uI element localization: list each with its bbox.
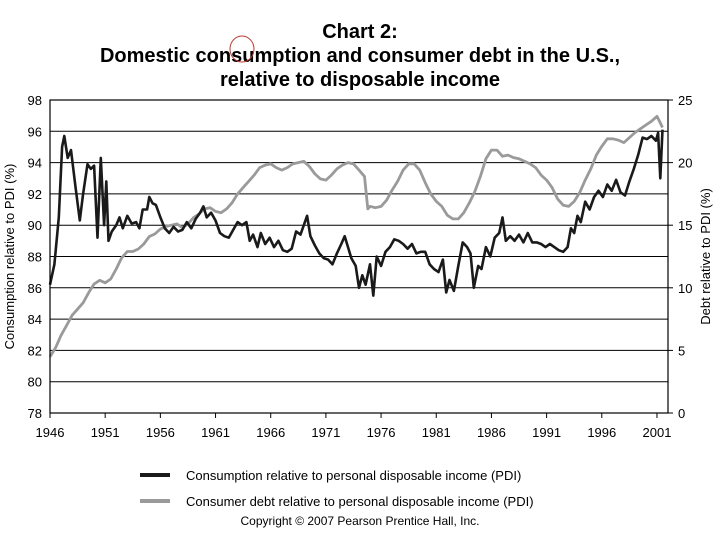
x-tick-label: 1981	[422, 425, 451, 440]
y-tick-label: 78	[28, 406, 42, 421]
y-tick-label: 96	[28, 124, 42, 139]
annotation-circle	[229, 35, 255, 63]
tick-labels: 78 80 82 84 86 88 90 92 94 96 98 0 5 10 15 20 25 1946 1951…	[28, 93, 693, 440]
x-tick-label: 1956	[146, 425, 175, 440]
legend: Consumption relative to personal disposa…	[140, 462, 534, 514]
chart-title: Chart 2:	[322, 21, 398, 43]
y2-tick-label: 5	[678, 343, 685, 358]
y2-tick-label: 25	[678, 93, 692, 108]
legend-label-debt: Consumer debt relative to personal dispo…	[186, 493, 534, 509]
grid-lines	[50, 130, 668, 383]
legend-swatch-debt	[140, 499, 170, 503]
x-tick-label: 1996	[587, 425, 616, 440]
x-tick-label: 1946	[36, 425, 65, 440]
y-tick-label: 98	[28, 93, 42, 108]
y-tick-label: 82	[28, 343, 42, 358]
x-tick-label: 1986	[477, 425, 506, 440]
x-tick-label: 1991	[532, 425, 561, 440]
x-tick-label: 1951	[91, 425, 120, 440]
x-tick-label: 2001	[643, 425, 672, 440]
y2-tick-label: 0	[678, 406, 685, 421]
y-tick-label: 92	[28, 187, 42, 202]
legend-swatch-consumption	[140, 473, 170, 477]
y2-tick-label: 10	[678, 281, 692, 296]
y2-tick-label: 15	[678, 218, 692, 233]
y-tick-label: 90	[28, 218, 42, 233]
plot-frame	[49, 99, 669, 414]
legend-item-consumption: Consumption relative to personal disposa…	[140, 462, 534, 488]
y2-axis-label: Debt relative to PDI (%)	[698, 188, 713, 325]
legend-item-debt: Consumer debt relative to personal dispo…	[140, 488, 534, 514]
series-line-debt	[48, 114, 664, 358]
y-tick-label: 88	[28, 250, 42, 265]
series-lines	[48, 114, 664, 358]
copyright-notice: Copyright © 2007 Pearson Prentice Hall, …	[240, 514, 480, 528]
series-line-consumption	[48, 129, 664, 297]
y2-tick-label: 20	[678, 156, 692, 171]
chart-subtitle-line-2: relative to disposable income	[219, 69, 501, 91]
y-tick-label: 86	[28, 281, 42, 296]
x-tick-label: 1961	[201, 425, 230, 440]
x-tick-label: 1971	[311, 425, 340, 440]
x-tick-label: 1966	[256, 425, 285, 440]
legend-label-consumption: Consumption relative to personal disposa…	[186, 467, 522, 483]
y-tick-label: 94	[28, 156, 42, 171]
y-tick-label: 80	[28, 375, 42, 390]
y-axis-label: Consumption relative to PDI (%)	[2, 164, 17, 350]
y-tick-label: 84	[28, 312, 42, 327]
x-tick-label: 1976	[367, 425, 396, 440]
